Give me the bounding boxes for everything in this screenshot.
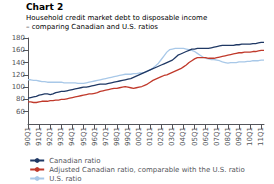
svg-text:180: 180 (12, 34, 25, 42)
svg-text:06Q1: 06Q1 (202, 127, 210, 146)
svg-text:160: 160 (12, 46, 25, 54)
svg-text:120: 120 (12, 71, 25, 79)
svg-text:00Q1: 00Q1 (135, 127, 143, 146)
svg-text:80: 80 (16, 95, 25, 103)
svg-text:Household credit market debt t: Household credit market debt to disposab… (26, 14, 207, 22)
svg-text:60: 60 (16, 108, 25, 116)
svg-text:08Q1: 08Q1 (224, 127, 232, 146)
svg-text:01Q1: 01Q1 (146, 127, 154, 146)
svg-text:99Q1: 99Q1 (124, 127, 132, 146)
svg-text:U.S. ratio: U.S. ratio (49, 175, 81, 183)
svg-text:94Q1: 94Q1 (68, 127, 76, 146)
svg-text:07Q1: 07Q1 (213, 127, 221, 146)
svg-text:92Q1: 92Q1 (46, 127, 54, 146)
svg-text:97Q1: 97Q1 (102, 127, 110, 146)
svg-text:11Q1: 11Q1 (257, 127, 265, 146)
svg-text:03Q1: 03Q1 (168, 127, 176, 146)
svg-text:91Q1: 91Q1 (35, 127, 43, 146)
svg-text:02Q1: 02Q1 (157, 127, 165, 146)
svg-text:04Q1: 04Q1 (179, 127, 187, 146)
svg-text:05Q1: 05Q1 (191, 127, 199, 146)
svg-text:98Q1: 98Q1 (113, 127, 121, 146)
svg-text:10Q1: 10Q1 (246, 127, 254, 146)
svg-text:09Q1: 09Q1 (235, 127, 243, 146)
svg-text:Canadian ratio: Canadian ratio (49, 157, 100, 165)
svg-text:96Q1: 96Q1 (91, 127, 99, 146)
svg-text:100: 100 (12, 83, 25, 91)
svg-text:– comparing Canadian and U.S.: – comparing Canadian and U.S. ratios (26, 23, 158, 31)
svg-text:Adjusted Canadian ratio, compa: Adjusted Canadian ratio, comparable with… (49, 166, 245, 174)
svg-text:140: 140 (12, 59, 25, 67)
svg-text:90Q1: 90Q1 (24, 127, 32, 146)
svg-text:93Q1: 93Q1 (57, 127, 65, 146)
svg-text:Chart 2: Chart 2 (26, 2, 63, 12)
svg-text:95Q1: 95Q1 (80, 127, 88, 146)
